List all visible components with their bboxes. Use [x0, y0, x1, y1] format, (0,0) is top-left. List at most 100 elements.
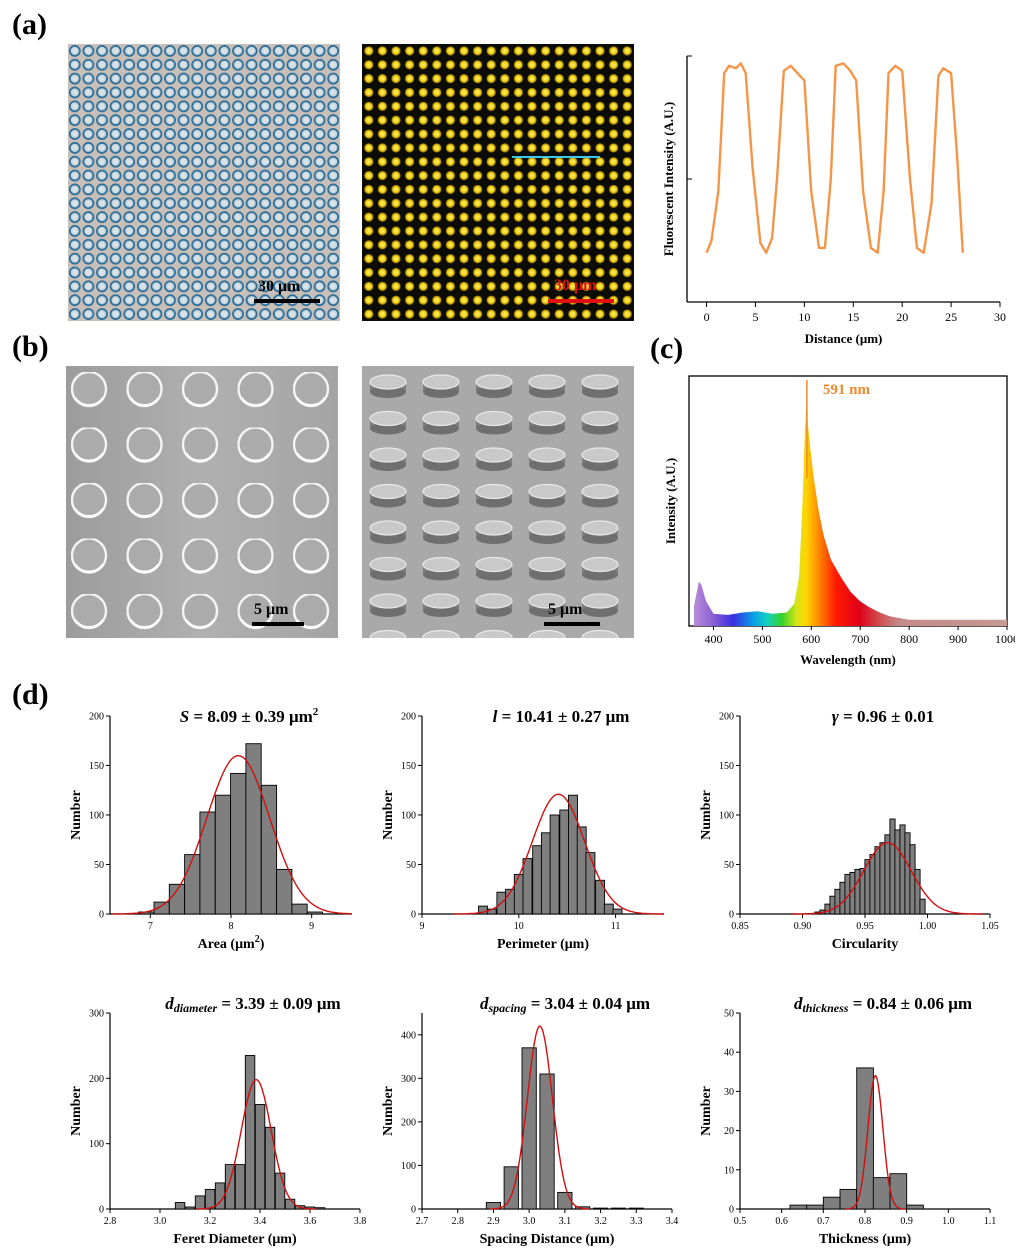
title-subscript: thickness: [802, 1001, 848, 1015]
histogram-bar: [234, 1164, 246, 1210]
sem-tilted-pillars: [362, 366, 634, 638]
optical-scale-bar-label: 30 μm: [258, 278, 301, 295]
thickness-histogram: dthickness = 0.84 ± 0.06 μm 0 10 20 30 40 50 0.…: [699, 994, 997, 1247]
histogram-bar: [184, 1206, 196, 1210]
x-tick-label: 1000: [995, 632, 1015, 646]
x-tick-label: 25: [945, 310, 957, 324]
x-axis-label: Spacing Distance (μm): [480, 1232, 615, 1247]
x-label-main: Circularity: [832, 937, 899, 952]
histogram-bar: [884, 834, 891, 915]
x-label-main: Feret Diameter (μm): [173, 1232, 297, 1247]
panel-label-a: (a): [12, 8, 47, 41]
title-superscript: 2: [313, 706, 319, 718]
x-tick-label: 5: [752, 310, 758, 324]
gaussian-fit-curve: [845, 1074, 906, 1210]
histogram-bar: [894, 829, 901, 915]
x-tick-label: 0.7: [817, 1216, 830, 1227]
title-value: = 3.04 ± 0.04 μm: [526, 994, 650, 1013]
histogram-bar: [539, 1073, 555, 1210]
y-tick-label: 0: [729, 1205, 734, 1216]
gaussian-fit-curve: [196, 1078, 317, 1210]
x-label-main: Area (μm: [198, 937, 255, 952]
x-tick-label: 3.1: [559, 1216, 572, 1227]
histogram-bar: [904, 832, 911, 915]
y-tick-label: 0: [729, 910, 734, 921]
x-tick-label: 7: [148, 921, 153, 932]
y-axis-label: Number: [381, 1086, 396, 1136]
histogram-bar: [869, 854, 876, 915]
histogram-bar: [909, 844, 916, 915]
profile-line: [705, 62, 964, 254]
histogram-bar: [214, 794, 232, 915]
x-tick-label: 3.0: [154, 1216, 167, 1227]
histogram-bar: [834, 888, 841, 915]
y-tick-label: 150: [719, 761, 734, 772]
x-axis-label: Perimeter (μm): [497, 937, 589, 952]
histogram-bar: [522, 858, 533, 915]
x-axis-label: Wavelength (nm): [800, 652, 896, 667]
x-tick-label: 0.5: [734, 1216, 747, 1227]
histogram-bar: [872, 1177, 891, 1210]
histogram-bar: [824, 903, 831, 915]
panel-label-c: (c): [650, 332, 684, 365]
y-tick-label: 200: [401, 712, 416, 723]
y-tick-label: 100: [401, 1161, 416, 1172]
circularity-histogram: γ = 0.96 ± 0.01 0 50 100 150 200 0.85 0.90 0.95 1…: [699, 707, 999, 952]
y-tick-label: 200: [89, 1074, 104, 1085]
histogram-bar: [610, 1207, 627, 1210]
x-label-main: Thickness (μm): [819, 1232, 912, 1247]
x-tick-label: 3.0: [523, 1216, 536, 1227]
histogram-bar: [829, 895, 836, 915]
histogram-title: ddiameter = 3.39 ± 0.09 μm: [165, 994, 340, 1015]
histogram-bar: [503, 1166, 519, 1210]
x-tick-label: 1.00: [919, 921, 937, 932]
x-tick-label: 1.1: [984, 1216, 997, 1227]
y-tick-label: 100: [89, 811, 104, 822]
histogram-bar: [276, 868, 293, 915]
histogram-bar: [174, 1202, 186, 1210]
x-tick-label: 3.2: [204, 1216, 217, 1227]
title-value: = 0.84 ± 0.06 μm: [848, 994, 972, 1013]
histogram-bar: [557, 1191, 573, 1210]
x-tick-label: 3.4: [254, 1216, 267, 1227]
y-tick-label: 150: [401, 761, 416, 772]
x-tick-label: 3.8: [354, 1216, 367, 1227]
histogram-bar: [540, 832, 551, 915]
panel-label-b: (b): [12, 330, 49, 363]
histogram-bar: [199, 811, 216, 915]
title-symbol: d: [794, 994, 803, 1013]
x-tick-label: 1.0: [942, 1216, 955, 1227]
fluorescent-scale-bar-label: 30 μm: [554, 277, 597, 294]
x-tick-label: 10: [514, 921, 524, 932]
x-tick-label: 0: [704, 310, 710, 324]
y-tick-label: 400: [401, 1030, 416, 1041]
histogram-bar: [168, 883, 186, 915]
x-tick-label: 15: [847, 310, 859, 324]
histogram-bar: [224, 1164, 236, 1210]
histogram-bar: [274, 1172, 286, 1210]
y-tick-label: 50: [724, 860, 734, 871]
histogram-title: γ = 0.96 ± 0.01: [832, 707, 935, 726]
histogram-title: dspacing = 3.04 ± 0.04 μm: [480, 994, 650, 1015]
y-tick-label: 20: [724, 1126, 734, 1137]
panel-label-d: (d): [12, 678, 49, 711]
x-tick-label: 600: [802, 632, 820, 646]
y-tick-label: 30: [724, 1087, 734, 1098]
x-tick-label: 10: [798, 310, 810, 324]
y-tick-label: 50: [724, 1009, 734, 1020]
histogram-bar: [291, 903, 308, 915]
histogram-bar: [245, 743, 262, 915]
fluorescent-micrograph: 30 μm: [362, 44, 634, 321]
perimeter-histogram: l = 10.41 ± 0.27 μm 0 50 100 150 200 9 10 11 Peri…: [381, 707, 664, 952]
x-tick-label: 9: [420, 921, 425, 932]
histogram-bar: [559, 809, 570, 915]
x-tick-label: 0.90: [794, 921, 812, 932]
y-tick-label: 150: [89, 761, 104, 772]
x-axis-label: Distance (μm): [805, 331, 883, 346]
histogram-bar: [284, 1198, 296, 1210]
y-tick-label: 0: [411, 1205, 416, 1216]
y-tick-label: 200: [719, 712, 734, 723]
x-tick-label: 30: [994, 310, 1006, 324]
y-tick-label: 100: [719, 811, 734, 822]
